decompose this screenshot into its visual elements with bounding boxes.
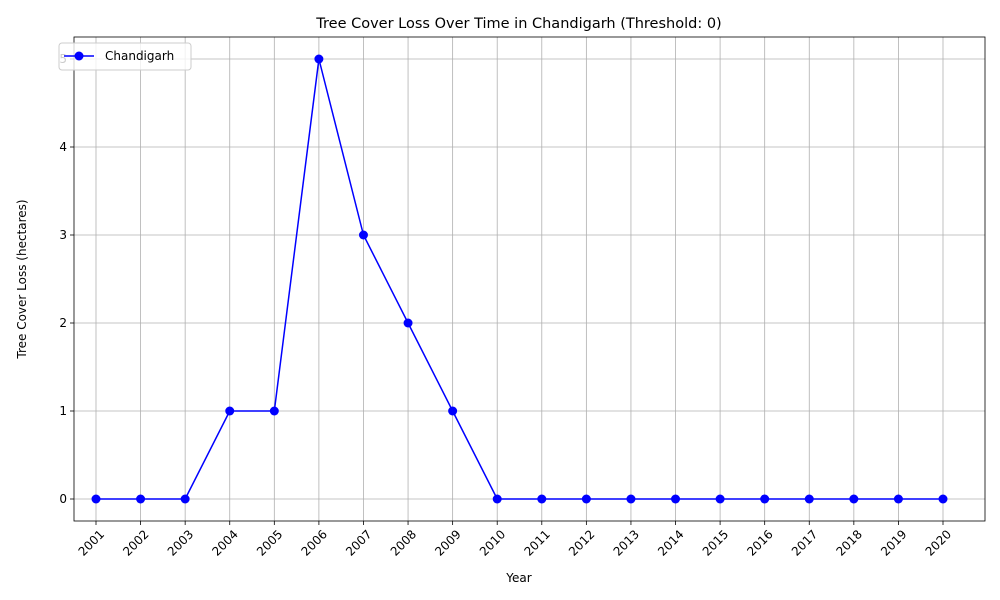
chart-title: Tree Cover Loss Over Time in Chandigarh … bbox=[315, 16, 721, 32]
data-point bbox=[938, 494, 948, 504]
y-tick-label: 0 bbox=[59, 492, 67, 506]
plot-area-frame bbox=[73, 36, 986, 522]
data-point bbox=[403, 318, 413, 328]
data-point bbox=[537, 494, 547, 504]
series-line bbox=[96, 58, 943, 500]
legend-box bbox=[58, 42, 192, 71]
data-point bbox=[225, 406, 235, 416]
y-tick-label: 3 bbox=[59, 228, 67, 242]
legend: Chandigarh bbox=[58, 42, 192, 71]
data-point bbox=[715, 494, 725, 504]
data-point bbox=[893, 494, 903, 504]
y-tick-label: 4 bbox=[59, 140, 67, 154]
data-point bbox=[358, 230, 368, 240]
data-point bbox=[581, 494, 591, 504]
legend-marker-swatch bbox=[74, 51, 84, 61]
data-point bbox=[314, 54, 324, 64]
y-axis-label: Tree Cover Loss (hectares) bbox=[15, 199, 29, 359]
legend-label: Chandigarh bbox=[105, 49, 174, 63]
data-point bbox=[671, 494, 681, 504]
data-point bbox=[804, 494, 814, 504]
y-tick-label: 1 bbox=[59, 404, 67, 418]
grid bbox=[74, 37, 985, 521]
data-point bbox=[448, 406, 458, 416]
data-point bbox=[492, 494, 502, 504]
data-point bbox=[269, 406, 279, 416]
data-point bbox=[91, 494, 101, 504]
y-tick-label: 2 bbox=[59, 316, 67, 330]
data-point bbox=[180, 494, 190, 504]
data-point bbox=[136, 494, 146, 504]
data-point bbox=[626, 494, 636, 504]
series-layer bbox=[91, 54, 948, 504]
data-point bbox=[760, 494, 770, 504]
data-point bbox=[849, 494, 859, 504]
x-axis-label: Year bbox=[505, 571, 531, 585]
